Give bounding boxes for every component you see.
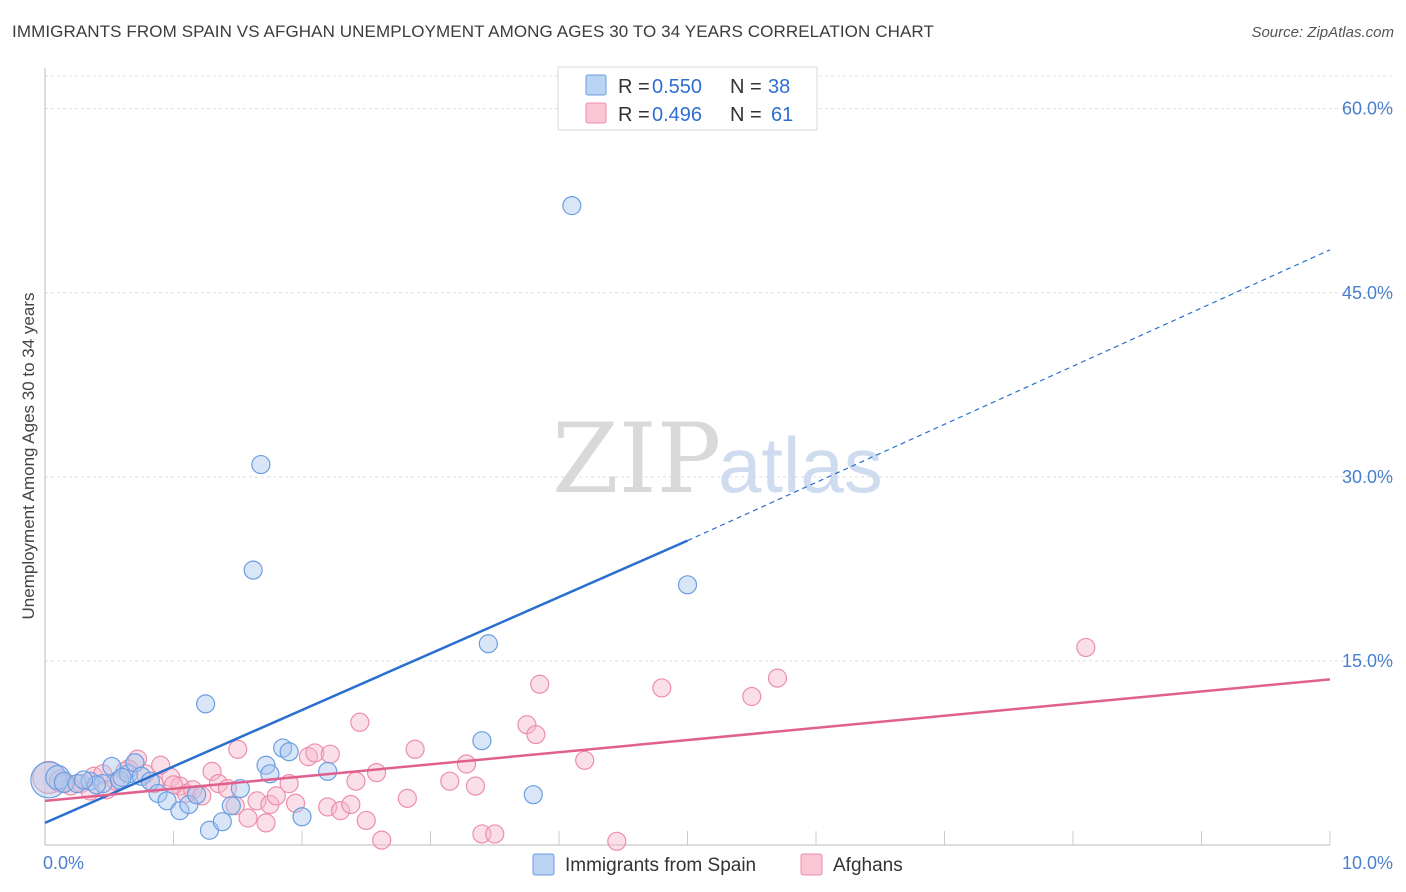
- data-point-spain: [251, 454, 271, 475]
- legend-swatch-afghans: [585, 102, 607, 124]
- legend: R = 0.550 N = 38 R = 0.496 N = 61: [557, 66, 818, 131]
- data-point-afghans: [456, 754, 477, 774]
- data-point-afghans: [767, 668, 788, 688]
- source-credit: Source: ZipAtlas.com: [1251, 24, 1394, 41]
- bottom-legend: Immigrants from Spain Afghans: [532, 853, 903, 876]
- legend-spain-n-label: N =: [730, 76, 762, 98]
- data-point-afghans: [405, 739, 425, 759]
- data-point-afghans: [485, 824, 505, 844]
- legend-spain-r-value: 0.550: [652, 76, 702, 98]
- data-point-spain: [179, 794, 199, 815]
- data-point-afghans: [305, 743, 325, 763]
- x-tick-label: 0.0%: [43, 853, 84, 873]
- data-point-afghans: [372, 830, 392, 850]
- data-point-spain: [230, 778, 250, 799]
- data-point-spain: [562, 196, 582, 216]
- trend-line-spain: [44, 539, 689, 825]
- legend-spain-n-value: 38: [768, 76, 790, 98]
- data-point-spain: [292, 807, 312, 827]
- data-point-afghans: [742, 686, 762, 707]
- bottom-legend-swatch-spain: [532, 853, 555, 876]
- data-point-spain: [157, 791, 177, 811]
- data-point-afghans: [397, 788, 417, 808]
- data-point-afghans: [320, 744, 340, 764]
- data-point-afghans: [1076, 637, 1096, 658]
- data-point-afghans: [530, 674, 550, 694]
- bottom-legend-afghans: Afghans: [833, 855, 903, 876]
- data-point-afghans: [607, 831, 627, 851]
- data-point-afghans: [318, 797, 338, 817]
- data-point-spain: [279, 742, 299, 762]
- watermark-zip: ZIP: [552, 403, 721, 515]
- data-point-afghans: [266, 786, 286, 806]
- data-point-spain: [187, 785, 207, 805]
- chart-title: IMMIGRANTS FROM SPAIN VS AFGHAN UNEMPLOY…: [12, 22, 934, 41]
- data-point-afghans: [366, 762, 387, 783]
- watermark-atlas: atlas: [718, 421, 883, 509]
- data-point-afghans: [238, 808, 258, 828]
- y-tick-label: 60.0%: [1342, 99, 1393, 119]
- legend-spain-r-label: R =: [618, 76, 650, 98]
- trend-lines: [44, 249, 1331, 825]
- spain-points: [30, 196, 698, 840]
- watermark: ZIP atlas: [552, 403, 883, 515]
- gridlines: [45, 75, 1392, 845]
- afghan-points: [32, 637, 1096, 851]
- data-point-afghans: [346, 771, 366, 791]
- data-point-spain: [677, 575, 698, 595]
- data-point-spain: [273, 738, 293, 758]
- bottom-legend-swatch-afghans: [800, 853, 823, 876]
- tick-labels: 15.0% 30.0% 45.0% 60.0% 0.0% 10.0%: [43, 99, 1393, 873]
- data-point-afghans: [228, 739, 248, 759]
- data-point-afghans: [440, 771, 460, 791]
- y-tick-label: 45.0%: [1342, 283, 1393, 303]
- data-point-afghans: [298, 747, 319, 767]
- legend-afghans-r-value: 0.496: [652, 104, 702, 126]
- data-point-spain: [73, 770, 94, 790]
- data-point-afghans: [652, 678, 672, 698]
- data-point-spain: [318, 761, 338, 781]
- data-point-afghans: [356, 810, 376, 831]
- data-point-afghans: [256, 813, 276, 833]
- data-point-spain: [212, 812, 232, 832]
- x-tick-label: 10.0%: [1342, 853, 1393, 873]
- y-tick-label: 30.0%: [1342, 467, 1393, 487]
- data-point-spain: [86, 775, 107, 795]
- trend-line-afghans: [44, 678, 1331, 803]
- bottom-legend-spain: Immigrants from Spain: [565, 855, 756, 876]
- y-axis-label: Unemployment Among Ages 30 to 34 years: [19, 293, 38, 620]
- data-point-afghans: [526, 724, 546, 745]
- data-point-spain: [478, 634, 498, 654]
- axes: [44, 68, 1330, 846]
- data-point-spain: [472, 731, 492, 751]
- data-point-spain: [196, 694, 216, 714]
- legend-afghans-n-value: 61: [771, 104, 793, 126]
- data-point-afghans: [575, 750, 595, 770]
- data-point-afghans: [330, 801, 351, 821]
- data-point-afghans: [202, 761, 222, 781]
- legend-afghans-n-label: N =: [730, 104, 762, 126]
- y-tick-label: 15.0%: [1342, 651, 1393, 671]
- data-point-afghans: [465, 776, 486, 796]
- legend-swatch-spain: [585, 74, 607, 96]
- trend-line-spain-extension: [687, 249, 1331, 542]
- data-point-afghans: [341, 794, 361, 815]
- data-point-afghans: [350, 712, 370, 732]
- data-point-spain: [221, 796, 241, 816]
- data-point-spain: [112, 767, 132, 788]
- data-point-spain: [523, 785, 543, 805]
- data-point-afghans: [247, 791, 267, 811]
- data-point-spain: [243, 560, 263, 580]
- legend-afghans-r-label: R =: [618, 104, 650, 126]
